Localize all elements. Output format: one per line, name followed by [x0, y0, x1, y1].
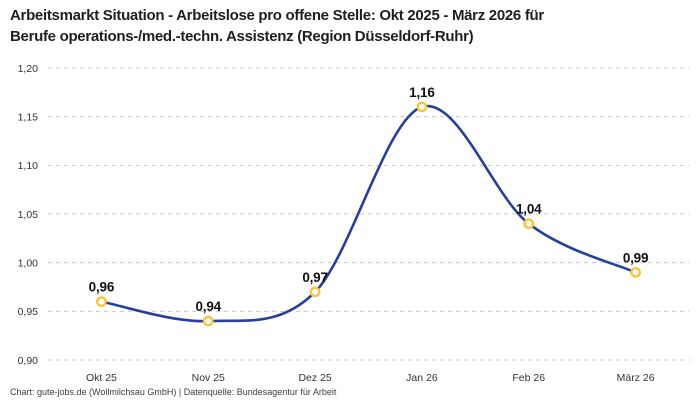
x-tick-label: Feb 26 — [512, 372, 545, 384]
data-point-marker — [416, 101, 428, 113]
chart-title: Arbeitsmarkt Situation - Arbeitslose pro… — [10, 5, 544, 47]
data-point-marker — [309, 286, 321, 298]
y-tick-label: 1,15 — [18, 111, 39, 123]
y-tick-label: 1,05 — [18, 209, 39, 221]
data-point-marker — [630, 266, 641, 278]
x-tick-label: Okt 25 — [86, 372, 117, 384]
chart-title-line-2: Berufe operations-/med.-techn. Assistenz… — [10, 28, 474, 45]
data-point-label: 0,99 — [623, 250, 648, 265]
y-tick-label: 1,00 — [18, 257, 39, 269]
data-point-marker — [523, 218, 535, 230]
x-tick-label: Jan 26 — [406, 372, 438, 384]
data-point-marker — [202, 315, 214, 327]
data-point-label: 0,97 — [302, 270, 327, 285]
data-point-label: 0,96 — [89, 280, 115, 295]
data-point-label: 1,16 — [409, 85, 435, 100]
x-tick-label: Nov 25 — [192, 372, 225, 384]
y-tick-label: 0,95 — [18, 306, 39, 318]
chart-title-line-1: Arbeitsmarkt Situation - Arbeitslose pro… — [10, 7, 544, 24]
x-tick-label: März 26 — [617, 372, 655, 384]
chart-footer-credit: Chart: gute-jobs.de (Wollmilchsau GmbH) … — [10, 387, 337, 397]
data-point-label: 1,04 — [516, 202, 542, 217]
y-tick-label: 1,10 — [18, 160, 39, 172]
data-point-label: 0,94 — [196, 299, 222, 314]
y-tick-label: 0,90 — [18, 355, 39, 367]
data-point-marker — [96, 296, 107, 307]
y-tick-label: 1,20 — [18, 63, 39, 75]
x-tick-label: Dez 25 — [298, 372, 331, 384]
